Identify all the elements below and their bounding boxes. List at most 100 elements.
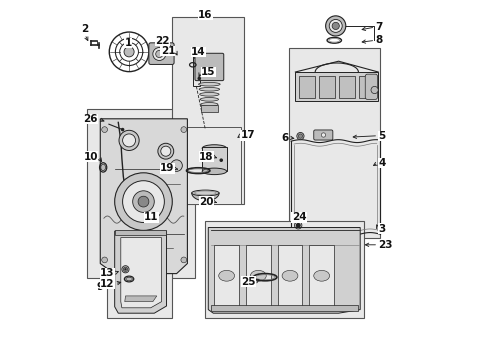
Text: 2: 2 (81, 24, 88, 34)
Text: 16: 16 (198, 10, 213, 20)
Ellipse shape (101, 164, 105, 171)
Ellipse shape (250, 270, 266, 281)
Circle shape (102, 257, 107, 263)
Ellipse shape (198, 82, 220, 86)
Polygon shape (192, 193, 219, 201)
Circle shape (122, 134, 136, 147)
Circle shape (332, 22, 339, 30)
Ellipse shape (219, 270, 235, 281)
Bar (215, 245, 239, 306)
Text: 4: 4 (378, 158, 386, 168)
Circle shape (122, 181, 164, 222)
Circle shape (119, 130, 139, 150)
Circle shape (124, 268, 126, 270)
Bar (172, 17, 244, 204)
Polygon shape (125, 296, 157, 302)
FancyBboxPatch shape (149, 43, 174, 64)
Circle shape (121, 128, 124, 131)
Circle shape (164, 45, 171, 52)
Text: 12: 12 (100, 279, 115, 289)
Bar (174, 127, 241, 204)
Bar (193, 54, 199, 86)
Circle shape (298, 134, 303, 138)
Circle shape (122, 266, 129, 273)
Circle shape (156, 50, 163, 58)
Circle shape (115, 173, 172, 230)
Bar (201, 105, 218, 112)
Polygon shape (295, 72, 378, 101)
Text: 14: 14 (191, 47, 205, 57)
Text: 22: 22 (155, 36, 170, 46)
Circle shape (133, 191, 154, 212)
Circle shape (181, 257, 187, 263)
Bar (310, 245, 334, 306)
Text: 13: 13 (100, 268, 115, 278)
Circle shape (124, 47, 134, 57)
Circle shape (220, 158, 223, 162)
Polygon shape (121, 238, 162, 308)
FancyBboxPatch shape (365, 74, 377, 99)
Text: 21: 21 (161, 46, 175, 56)
Ellipse shape (199, 93, 219, 96)
Ellipse shape (202, 168, 227, 175)
Circle shape (371, 86, 378, 94)
Circle shape (138, 196, 149, 207)
Ellipse shape (314, 270, 330, 281)
Text: 6: 6 (281, 132, 288, 143)
Circle shape (329, 19, 342, 32)
Bar (278, 245, 302, 306)
Text: 17: 17 (241, 130, 255, 140)
Bar (319, 76, 335, 98)
Ellipse shape (126, 277, 132, 281)
Text: 15: 15 (201, 67, 216, 77)
Circle shape (153, 48, 166, 60)
Circle shape (326, 16, 346, 36)
Text: 7: 7 (375, 22, 383, 32)
Bar (339, 76, 355, 98)
Ellipse shape (202, 145, 227, 152)
Ellipse shape (200, 98, 219, 101)
FancyBboxPatch shape (195, 53, 224, 81)
Bar (205, 221, 364, 318)
Text: 10: 10 (84, 152, 98, 162)
Text: 24: 24 (292, 212, 306, 222)
Bar (116, 230, 166, 235)
Text: 11: 11 (144, 212, 159, 222)
Circle shape (181, 127, 187, 132)
Ellipse shape (201, 103, 218, 106)
Circle shape (102, 127, 107, 132)
Text: 5: 5 (378, 131, 386, 141)
Ellipse shape (199, 87, 220, 91)
Circle shape (123, 267, 127, 271)
Text: 25: 25 (241, 276, 256, 287)
Text: 1: 1 (124, 38, 132, 48)
Polygon shape (208, 228, 360, 313)
Bar (87, 109, 195, 278)
Ellipse shape (282, 270, 298, 281)
Circle shape (161, 146, 171, 156)
Circle shape (321, 133, 326, 137)
Polygon shape (100, 119, 187, 274)
Ellipse shape (192, 190, 219, 196)
Circle shape (158, 143, 174, 159)
Text: 9: 9 (97, 282, 104, 292)
Bar (107, 221, 172, 318)
Text: 18: 18 (199, 152, 213, 162)
Circle shape (171, 160, 182, 171)
Text: 26: 26 (84, 114, 98, 124)
Bar (211, 305, 358, 311)
Bar (299, 76, 315, 98)
Bar (202, 147, 227, 171)
Polygon shape (115, 231, 167, 313)
Circle shape (296, 223, 301, 228)
Circle shape (197, 77, 201, 80)
Bar (289, 48, 380, 238)
Text: 20: 20 (199, 197, 213, 207)
Bar (360, 76, 375, 98)
Text: 19: 19 (160, 163, 174, 174)
Circle shape (297, 132, 304, 140)
Text: 23: 23 (378, 240, 392, 250)
Bar (194, 50, 199, 58)
Text: 8: 8 (375, 35, 383, 45)
Text: 3: 3 (378, 224, 386, 234)
